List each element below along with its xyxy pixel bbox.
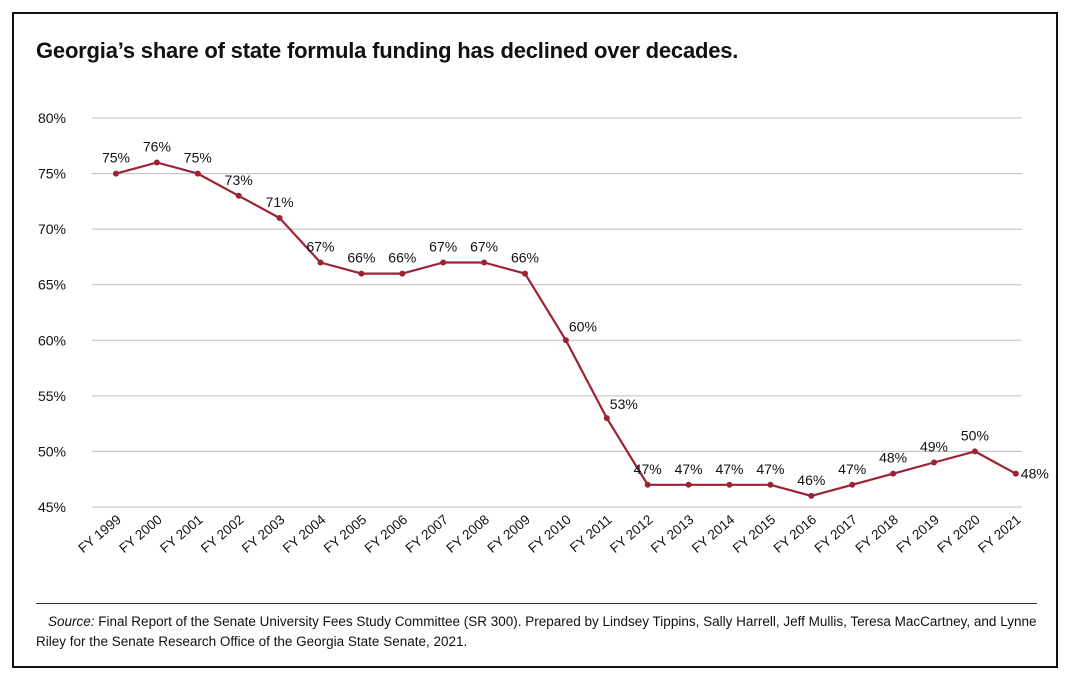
x-tick-label: FY 2006	[362, 512, 411, 556]
x-tick-label: FY 2000	[116, 512, 165, 556]
data-label: 66%	[511, 250, 539, 266]
x-tick-label: FY 2003	[239, 512, 288, 556]
data-label: 67%	[470, 238, 498, 254]
data-label: 46%	[797, 472, 825, 488]
data-point	[1012, 470, 1019, 477]
data-label: 47%	[715, 461, 743, 477]
data-label: 67%	[306, 238, 334, 254]
data-point	[113, 170, 119, 177]
source-divider	[36, 603, 1037, 604]
data-label: 47%	[838, 461, 866, 477]
data-point	[235, 192, 242, 199]
x-tick-label: FY 2016	[771, 512, 820, 556]
data-point	[808, 492, 815, 499]
y-tick-label: 60%	[38, 332, 66, 348]
x-tick-label: FY 2010	[525, 512, 574, 556]
y-tick-label: 65%	[38, 277, 66, 293]
x-tick-label: FY 2001	[157, 512, 206, 556]
data-point	[931, 459, 937, 466]
y-tick-label: 70%	[38, 221, 66, 237]
data-label: 75%	[184, 150, 212, 166]
y-tick-label: 55%	[38, 388, 66, 404]
data-point	[562, 337, 569, 344]
data-label: 75%	[102, 150, 130, 166]
x-tick-label: FY 2005	[321, 512, 370, 556]
data-point	[399, 270, 406, 277]
data-label: 76%	[143, 138, 171, 154]
data-point	[440, 259, 447, 266]
line-chart: 80% 75% 70% 65% 60% 55% 50% 45% 75% FY 1999 76% FY …	[38, 110, 1049, 556]
data-point	[276, 215, 283, 222]
x-tick-label: FY 2007	[403, 512, 452, 556]
y-tick-label: 75%	[38, 166, 66, 182]
data-label: 66%	[388, 250, 416, 266]
series-line	[115, 161, 1017, 497]
data-label: 66%	[347, 250, 375, 266]
data-label: 53%	[610, 396, 638, 412]
data-label: 47%	[675, 461, 703, 477]
x-tick-label: FY 2004	[280, 511, 329, 555]
x-tick-label: FY 2002	[198, 512, 247, 556]
x-tick-label: FY 2011	[567, 512, 615, 555]
data-point	[153, 159, 160, 166]
x-tick-label: FY 2009	[484, 512, 533, 556]
x-tick-label: FY 2021	[975, 512, 1024, 556]
data-point	[522, 270, 528, 277]
data-label: 71%	[266, 194, 294, 210]
source-text: Final Report of the Senate University Fe…	[36, 614, 1037, 649]
x-tick-label: FY 2019	[893, 512, 942, 556]
data-point	[481, 259, 488, 266]
chart-title: Georgia’s share of state formula funding…	[36, 38, 739, 63]
source-label: Source:	[48, 614, 95, 629]
data-label: 48%	[1021, 466, 1049, 482]
x-tick-label: FY 2017	[812, 512, 861, 556]
x-tick-label: FY 2015	[730, 512, 779, 556]
data-point	[685, 481, 692, 488]
y-tick-label: 80%	[38, 110, 66, 126]
data-label: 50%	[961, 427, 989, 443]
x-tick-label: FY 2018	[852, 512, 901, 556]
data-label: 67%	[429, 238, 457, 254]
data-label: 47%	[634, 461, 662, 477]
data-point	[358, 270, 365, 277]
data-point	[726, 481, 733, 488]
data-point	[971, 448, 978, 455]
x-tick-label: FY 2014	[689, 511, 738, 555]
data-point	[644, 481, 651, 488]
y-tick-label: 45%	[38, 499, 66, 515]
data-label: 47%	[756, 461, 784, 477]
data-point	[603, 415, 610, 422]
x-tick-label: FY 2020	[934, 512, 983, 556]
data-point	[890, 470, 897, 477]
data-point	[849, 481, 856, 488]
data-label: 73%	[225, 172, 253, 188]
y-tick-label: 50%	[38, 443, 66, 459]
x-tick-label: FY 2013	[648, 512, 697, 556]
data-label: 48%	[879, 450, 907, 466]
data-label: 49%	[920, 439, 948, 455]
source-note: Source: Final Report of the Senate Unive…	[36, 612, 1046, 652]
data-label: 60%	[569, 318, 597, 334]
data-point	[767, 481, 774, 488]
x-tick-label: FY 1999	[75, 512, 124, 556]
x-tick-label: FY 2012	[607, 512, 656, 556]
data-point	[317, 259, 324, 266]
data-point	[194, 170, 201, 177]
x-tick-label: FY 2008	[443, 512, 492, 556]
